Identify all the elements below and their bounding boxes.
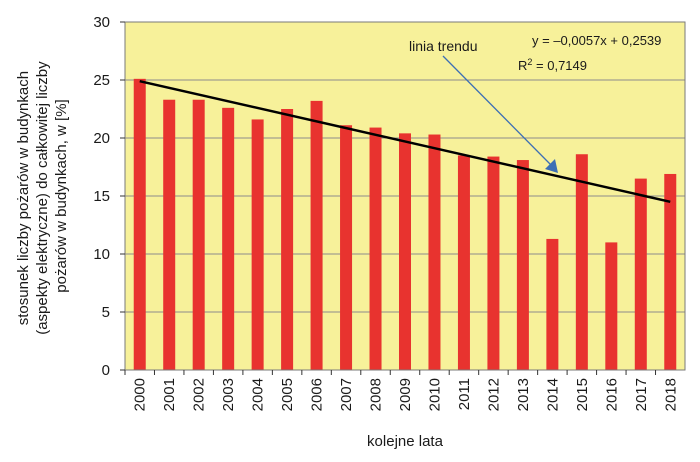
- y-axis-title-line-2: (aspekty elektryczne) do całkowitej licz…: [34, 61, 51, 335]
- trend-label-arrow: [442, 55, 553, 167]
- bar: [399, 133, 411, 370]
- bar: [340, 125, 353, 371]
- y-axis-ticks: 0 5 10 15 20 25 30: [93, 14, 125, 379]
- bar: [133, 78, 146, 370]
- trend-equation: y = –0,0057x + 0,2539: [532, 33, 661, 48]
- x-tick-label: 2015: [574, 378, 591, 411]
- trend-line: [139, 79, 671, 204]
- x-tick-label: 2018: [662, 378, 679, 411]
- bar: [605, 242, 618, 370]
- y-axis-title: stosunek liczby pożarów w budynkach (asp…: [15, 57, 70, 335]
- y-axis-title-line-3: pożarów w budynkach, w [%]: [53, 99, 70, 292]
- x-tick-label: 2001: [161, 378, 178, 411]
- trend-r-squared: R2 = 0,7149: [518, 57, 587, 73]
- x-axis-title: kolejne lata: [367, 433, 444, 450]
- bar: [487, 156, 500, 370]
- bar: [369, 127, 382, 370]
- bar: [222, 107, 235, 370]
- bar: [457, 155, 470, 370]
- x-tick-label: 2009: [397, 378, 414, 411]
- x-tick-label: 2012: [485, 378, 502, 411]
- x-tick-label: 2005: [279, 378, 296, 411]
- x-tick-label: 2010: [426, 378, 443, 411]
- y-tick-label: 15: [93, 188, 110, 205]
- bar: [163, 99, 176, 370]
- bar: [546, 238, 559, 370]
- x-tick-label: 2004: [250, 378, 267, 411]
- x-tick-label: 2013: [515, 378, 532, 411]
- y-tick-label: 30: [93, 14, 110, 31]
- bar: [428, 134, 441, 370]
- x-tick-label: 2014: [544, 378, 561, 411]
- y-tick-label: 25: [93, 72, 110, 89]
- bar: [281, 109, 294, 370]
- bar: [310, 100, 323, 370]
- x-tick-label: 2002: [191, 378, 208, 411]
- y-tick-label: 10: [93, 246, 110, 263]
- x-axis-ticks: 2000 2001 2002 2003 2004 2005 2006 2007 2008 2009…: [124, 370, 679, 411]
- x-tick-label: 2006: [309, 378, 326, 411]
- x-tick-label: 2007: [338, 378, 355, 411]
- r2-superscript: 2: [527, 57, 532, 67]
- x-tick-label: 2017: [633, 378, 650, 411]
- y-tick-label: 5: [102, 304, 110, 321]
- x-tick-label: 2000: [132, 378, 149, 411]
- bar: [516, 160, 529, 370]
- y-tick-label: 20: [93, 130, 110, 147]
- bars: [133, 78, 677, 371]
- x-tick-label: 2011: [456, 378, 473, 410]
- y-axis-title-line-1: stosunek liczby pożarów w budynkach: [15, 71, 32, 325]
- x-tick-label: 2016: [603, 378, 620, 411]
- r2-value: = 0,7149: [532, 58, 587, 73]
- bar: [251, 119, 264, 370]
- bar: [575, 154, 588, 370]
- x-tick-label: 2008: [368, 378, 385, 411]
- bar: [192, 99, 205, 370]
- bar: [664, 173, 677, 370]
- trend-label: linia trendu: [409, 38, 478, 54]
- trend-label-arrowhead: [545, 159, 558, 173]
- x-tick-label: 2003: [220, 378, 237, 411]
- r2-prefix: R: [518, 58, 527, 73]
- bar: [634, 178, 647, 370]
- y-tick-label: 0: [102, 362, 110, 379]
